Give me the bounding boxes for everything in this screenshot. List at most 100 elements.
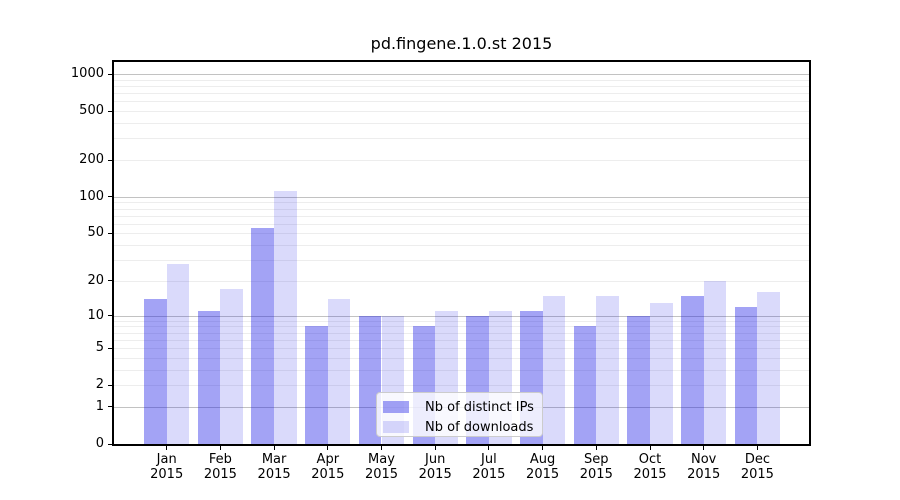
gridline-major xyxy=(114,315,809,317)
y-axis-label: 50 xyxy=(87,225,104,241)
x-axis-tick xyxy=(756,446,758,450)
plot-area xyxy=(112,60,811,446)
legend-swatch-distinct-ips xyxy=(383,401,409,413)
x-axis-tick xyxy=(273,446,275,450)
y-axis-label: 10 xyxy=(87,307,104,323)
gridline-minor xyxy=(114,280,809,282)
bar-downloads-nov xyxy=(703,280,727,444)
y-axis-label: 200 xyxy=(79,152,104,168)
gridline-minor xyxy=(114,101,809,103)
chart-title: pd.fingene.1.0.st 2015 xyxy=(370,34,553,53)
y-axis-tick xyxy=(108,347,112,349)
bar-distinct-ips-nov xyxy=(681,295,704,444)
x-axis-label-jun: Jun 2015 xyxy=(418,452,452,482)
x-axis-label-jul: Jul 2015 xyxy=(472,452,506,482)
y-axis-tick xyxy=(108,196,112,198)
x-axis-label-aug: Aug 2015 xyxy=(526,452,560,482)
bar-distinct-ips-jan xyxy=(144,298,167,444)
legend-label-distinct-ips: Nb of distinct IPs xyxy=(425,399,534,415)
x-axis-label-nov: Nov 2015 xyxy=(687,452,721,482)
y-axis-label: 2 xyxy=(95,377,104,393)
x-axis-tick xyxy=(327,446,329,450)
gridline-minor xyxy=(114,260,809,262)
gridline-minor xyxy=(114,348,809,350)
legend: Nb of distinct IPs Nb of downloads xyxy=(376,392,543,437)
bar-downloads-mar xyxy=(274,190,297,444)
gridline-major xyxy=(114,196,809,198)
y-axis-tick xyxy=(108,384,112,386)
gridline-major xyxy=(114,74,809,76)
gridline-minor xyxy=(114,215,809,217)
x-axis-label-sep: Sep 2015 xyxy=(579,452,613,482)
x-axis-tick xyxy=(542,446,544,450)
bar-downloads-apr xyxy=(327,298,351,444)
y-axis-label: 0 xyxy=(95,436,104,451)
x-axis-tick xyxy=(488,446,490,450)
y-axis-label: 20 xyxy=(87,272,104,288)
gridline-minor xyxy=(114,332,809,334)
y-axis-label: 1 xyxy=(95,398,104,414)
gridline-minor xyxy=(114,369,809,371)
y-axis-tick xyxy=(108,110,112,112)
bar-downloads-dec xyxy=(757,292,781,444)
y-axis-tick xyxy=(108,315,112,317)
gridline-minor xyxy=(114,245,809,247)
bar-downloads-oct xyxy=(650,302,673,444)
bar-distinct-ips-apr xyxy=(305,326,328,444)
x-axis-label-may: May 2015 xyxy=(364,452,399,482)
x-axis-tick xyxy=(381,446,382,450)
legend-entry-distinct-ips: Nb of distinct IPs xyxy=(377,398,542,416)
y-axis-label: 1000 xyxy=(70,66,104,82)
gridline-minor xyxy=(114,85,809,87)
x-axis-label-feb: Feb 2015 xyxy=(203,452,237,482)
gridline-minor xyxy=(114,138,809,140)
bar-distinct-ips-may xyxy=(358,315,382,444)
y-axis-tick xyxy=(108,406,112,408)
gridline-minor xyxy=(114,208,809,210)
x-axis-label-jan: Jan 2015 xyxy=(150,452,184,482)
bar-distinct-ips-oct xyxy=(627,315,650,444)
x-axis-tick xyxy=(703,446,705,450)
gridline-minor xyxy=(114,223,809,225)
legend-label-downloads: Nb of downloads xyxy=(425,419,534,435)
bar-distinct-ips-feb xyxy=(197,310,221,444)
x-axis-tick xyxy=(595,446,597,450)
x-axis-tick xyxy=(649,446,651,450)
gridline-minor xyxy=(114,326,809,328)
bar-downloads-aug xyxy=(542,295,566,444)
bar-distinct-ips-sep xyxy=(573,326,597,444)
gridline-minor xyxy=(114,357,809,359)
gridline-minor xyxy=(114,160,809,162)
gridline-minor xyxy=(114,339,809,341)
y-axis-tick xyxy=(108,280,112,282)
gridline-minor xyxy=(114,233,809,235)
legend-entry-downloads: Nb of downloads xyxy=(377,418,542,436)
x-axis-tick xyxy=(166,446,168,450)
y-axis-tick xyxy=(108,443,112,445)
bar-downloads-jan xyxy=(166,263,190,444)
y-axis-tick xyxy=(108,159,112,161)
bar-distinct-ips-dec xyxy=(734,306,758,444)
bar-downloads-feb xyxy=(220,289,244,444)
gridline-minor xyxy=(114,320,809,322)
gridline-minor xyxy=(114,79,809,81)
gridline-minor xyxy=(114,385,809,387)
bar-distinct-ips-mar xyxy=(251,227,275,444)
gridline-minor xyxy=(114,123,809,125)
y-axis-tick xyxy=(108,73,112,75)
y-axis-label: 500 xyxy=(79,103,104,119)
x-axis-tick xyxy=(219,446,221,450)
x-axis-label-apr: Apr 2015 xyxy=(311,452,345,482)
bar-downloads-sep xyxy=(596,295,619,444)
y-axis-label: 100 xyxy=(79,188,104,204)
x-axis-label-dec: Dec 2015 xyxy=(740,452,774,482)
x-axis-label-oct: Oct 2015 xyxy=(633,452,667,482)
gridline-minor xyxy=(114,202,809,204)
legend-swatch-downloads xyxy=(383,421,409,433)
y-axis-tick xyxy=(108,232,112,234)
gridline-minor xyxy=(114,93,809,95)
y-axis-label: 5 xyxy=(95,340,104,356)
x-axis-tick xyxy=(434,446,436,450)
x-axis-label-mar: Mar 2015 xyxy=(257,452,291,482)
